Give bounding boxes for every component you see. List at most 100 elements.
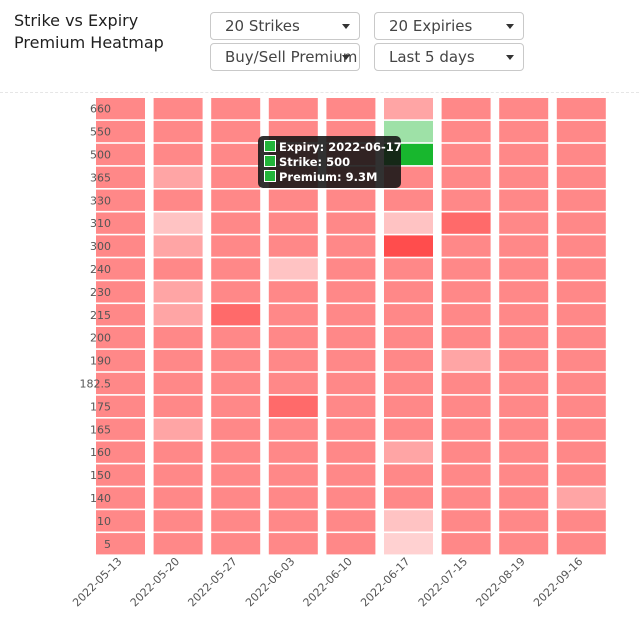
heatmap-cell-182.5-2022-05-13[interactable] xyxy=(96,372,145,395)
heatmap-cell-200-2022-07-15[interactable] xyxy=(441,327,491,349)
heatmap-cell-330-2022-08-19[interactable] xyxy=(499,189,549,211)
heatmap-cell-300-2022-05-20[interactable] xyxy=(153,235,203,257)
heatmap-cell-300-2022-06-03[interactable] xyxy=(268,235,318,257)
heatmap-cell-140-2022-05-20[interactable] xyxy=(153,487,203,509)
heatmap-cell-300-2022-08-19[interactable] xyxy=(499,235,549,257)
heatmap-cell-182.5-2022-08-19[interactable] xyxy=(499,372,549,395)
heatmap-cell-150-2022-06-17[interactable] xyxy=(384,464,433,486)
heatmap-cell-190-2022-08-19[interactable] xyxy=(499,349,549,372)
heatmap-cell-190-2022-06-03[interactable] xyxy=(268,349,318,372)
heatmap-cell-660-2022-08-19[interactable] xyxy=(499,98,549,120)
heatmap-cell-310-2022-05-27[interactable] xyxy=(211,212,261,234)
heatmap-cell-160-2022-06-10[interactable] xyxy=(326,441,376,463)
heatmap-cell-240-2022-06-17[interactable] xyxy=(384,258,433,280)
heatmap-cell-5-2022-05-27[interactable] xyxy=(211,533,261,555)
heatmap-cell-165-2022-06-03[interactable] xyxy=(268,418,318,440)
heatmap-cell-500-2022-07-15[interactable] xyxy=(441,143,491,166)
heatmap-cell-182.5-2022-07-15[interactable] xyxy=(441,372,491,395)
heatmap-cell-365-2022-05-27[interactable] xyxy=(211,166,261,188)
heatmap-cell-140-2022-06-10[interactable] xyxy=(326,487,376,509)
heatmap-cell-240-2022-05-13[interactable] xyxy=(96,258,145,280)
heatmap-cell-365-2022-05-13[interactable] xyxy=(96,166,145,188)
heatmap-cell-300-2022-09-16[interactable] xyxy=(556,235,606,257)
heatmap-cell-215-2022-07-15[interactable] xyxy=(441,304,491,326)
heatmap-cell-160-2022-06-03[interactable] xyxy=(268,441,318,463)
heatmap-cell-140-2022-09-16[interactable] xyxy=(556,487,606,509)
heatmap-cell-330-2022-05-27[interactable] xyxy=(211,189,261,211)
heatmap-cell-175-2022-06-10[interactable] xyxy=(326,395,376,417)
heatmap-cell-182.5-2022-06-03[interactable] xyxy=(268,372,318,395)
heatmap-cell-240-2022-07-15[interactable] xyxy=(441,258,491,280)
heatmap-cell-165-2022-08-19[interactable] xyxy=(499,418,549,440)
heatmap-cell-310-2022-06-10[interactable] xyxy=(326,212,376,234)
heatmap-cell-165-2022-05-27[interactable] xyxy=(211,418,261,440)
heatmap-cell-230-2022-09-16[interactable] xyxy=(556,281,606,303)
heatmap-cell-140-2022-06-17[interactable] xyxy=(384,487,433,509)
heatmap-cell-165-2022-07-15[interactable] xyxy=(441,418,491,440)
heatmap-cell-200-2022-06-10[interactable] xyxy=(326,327,376,349)
heatmap-cell-165-2022-05-20[interactable] xyxy=(153,418,203,440)
heatmap-cell-300-2022-06-17[interactable] xyxy=(384,235,433,257)
heatmap-cell-10-2022-05-20[interactable] xyxy=(153,510,203,532)
heatmap-cell-150-2022-07-15[interactable] xyxy=(441,464,491,486)
heatmap-cell-5-2022-08-19[interactable] xyxy=(499,533,549,555)
heatmap-cell-230-2022-08-19[interactable] xyxy=(499,281,549,303)
heatmap-cell-5-2022-06-03[interactable] xyxy=(268,533,318,555)
heatmap-cell-310-2022-09-16[interactable] xyxy=(556,212,606,234)
heatmap-cell-175-2022-06-03[interactable] xyxy=(268,395,318,417)
heatmap-cell-550-2022-07-15[interactable] xyxy=(441,120,491,143)
heatmap-cell-182.5-2022-05-27[interactable] xyxy=(211,372,261,395)
heatmap-cell-10-2022-08-19[interactable] xyxy=(499,510,549,532)
heatmap-cell-330-2022-06-17[interactable] xyxy=(384,189,433,211)
heatmap-cell-5-2022-07-15[interactable] xyxy=(441,533,491,555)
heatmap-cell-500-2022-08-19[interactable] xyxy=(499,143,549,166)
heatmap-cell-240-2022-06-10[interactable] xyxy=(326,258,376,280)
heatmap-cell-550-2022-09-16[interactable] xyxy=(556,120,606,143)
expiries-dropdown[interactable]: 20 Expiries xyxy=(374,12,524,40)
heatmap-cell-175-2022-07-15[interactable] xyxy=(441,395,491,417)
heatmap-cell-165-2022-06-10[interactable] xyxy=(326,418,376,440)
heatmap-cell-140-2022-05-27[interactable] xyxy=(211,487,261,509)
heatmap-cell-365-2022-05-20[interactable] xyxy=(153,166,203,188)
heatmap-cell-5-2022-05-20[interactable] xyxy=(153,533,203,555)
heatmap-cell-310-2022-05-13[interactable] xyxy=(96,212,145,234)
heatmap-cell-160-2022-07-15[interactable] xyxy=(441,441,491,463)
heatmap-cell-550-2022-05-13[interactable] xyxy=(96,120,145,143)
heatmap-cell-175-2022-05-27[interactable] xyxy=(211,395,261,417)
heatmap-cell-365-2022-07-15[interactable] xyxy=(441,166,491,188)
heatmap-cell-310-2022-06-17[interactable] xyxy=(384,212,433,234)
heatmap-cell-230-2022-05-27[interactable] xyxy=(211,281,261,303)
heatmap-cell-190-2022-05-13[interactable] xyxy=(96,349,145,372)
heatmap-cell-175-2022-05-20[interactable] xyxy=(153,395,203,417)
heatmap-cell-165-2022-05-13[interactable] xyxy=(96,418,145,440)
heatmap-cell-10-2022-05-13[interactable] xyxy=(96,510,145,532)
heatmap-cell-230-2022-05-13[interactable] xyxy=(96,281,145,303)
heatmap-cell-240-2022-05-27[interactable] xyxy=(211,258,261,280)
heatmap-cell-330-2022-07-15[interactable] xyxy=(441,189,491,211)
heatmap-cell-160-2022-06-17[interactable] xyxy=(384,441,433,463)
heatmap-cell-215-2022-06-17[interactable] xyxy=(384,304,433,326)
heatmap-cell-310-2022-06-03[interactable] xyxy=(268,212,318,234)
heatmap-cell-165-2022-06-17[interactable] xyxy=(384,418,433,440)
heatmap-cell-230-2022-05-20[interactable] xyxy=(153,281,203,303)
heatmap-cell-310-2022-07-15[interactable] xyxy=(441,212,491,234)
heatmap-cell-500-2022-05-27[interactable] xyxy=(211,143,261,166)
heatmap-cell-230-2022-07-15[interactable] xyxy=(441,281,491,303)
heatmap-cell-140-2022-06-03[interactable] xyxy=(268,487,318,509)
heatmap-cell-330-2022-05-20[interactable] xyxy=(153,189,203,211)
heatmap-cell-550-2022-05-27[interactable] xyxy=(211,120,261,143)
heatmap-cell-230-2022-06-17[interactable] xyxy=(384,281,433,303)
heatmap-cell-660-2022-06-17[interactable] xyxy=(384,98,433,120)
premium-type-dropdown[interactable]: Buy/Sell Premium xyxy=(210,43,360,71)
heatmap-cell-140-2022-07-15[interactable] xyxy=(441,487,491,509)
heatmap-cell-200-2022-06-03[interactable] xyxy=(268,327,318,349)
heatmap-cell-10-2022-06-17[interactable] xyxy=(384,510,433,532)
heatmap-cell-5-2022-06-10[interactable] xyxy=(326,533,376,555)
heatmap-cell-500-2022-05-20[interactable] xyxy=(153,143,203,166)
heatmap-cell-182.5-2022-05-20[interactable] xyxy=(153,372,203,395)
heatmap-cell-182.5-2022-06-10[interactable] xyxy=(326,372,376,395)
strikes-dropdown[interactable]: 20 Strikes xyxy=(210,12,360,40)
heatmap-cell-5-2022-05-13[interactable] xyxy=(96,533,145,555)
heatmap-cell-660-2022-07-15[interactable] xyxy=(441,98,491,120)
heatmap-cell-150-2022-09-16[interactable] xyxy=(556,464,606,486)
